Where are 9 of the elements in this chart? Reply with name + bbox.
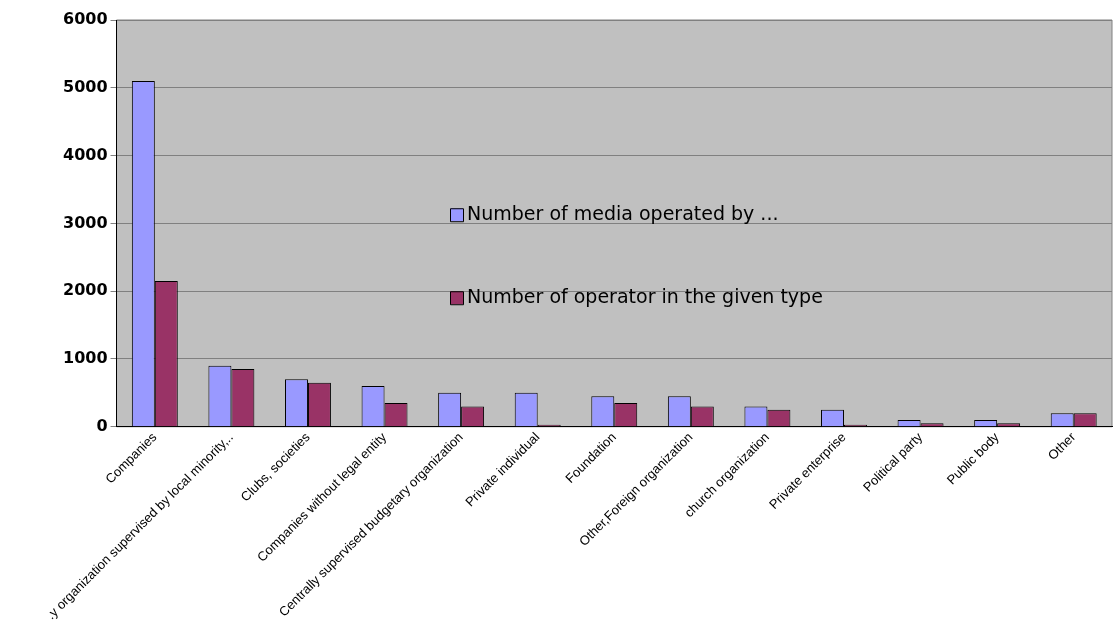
legend-label: Number of media operated by ... bbox=[467, 202, 779, 225]
y-tick-label: 6000 bbox=[63, 9, 108, 29]
y-tick-label: 3000 bbox=[63, 212, 108, 232]
y-tick-label: 2000 bbox=[63, 280, 108, 300]
y-tick-label: 0 bbox=[96, 415, 108, 435]
y-tick-label: 4000 bbox=[63, 144, 108, 164]
y-tick-label: 1000 bbox=[63, 348, 108, 368]
y-tick-label: 5000 bbox=[63, 76, 108, 96]
legend-label: Number of operator in the given type bbox=[467, 285, 823, 308]
